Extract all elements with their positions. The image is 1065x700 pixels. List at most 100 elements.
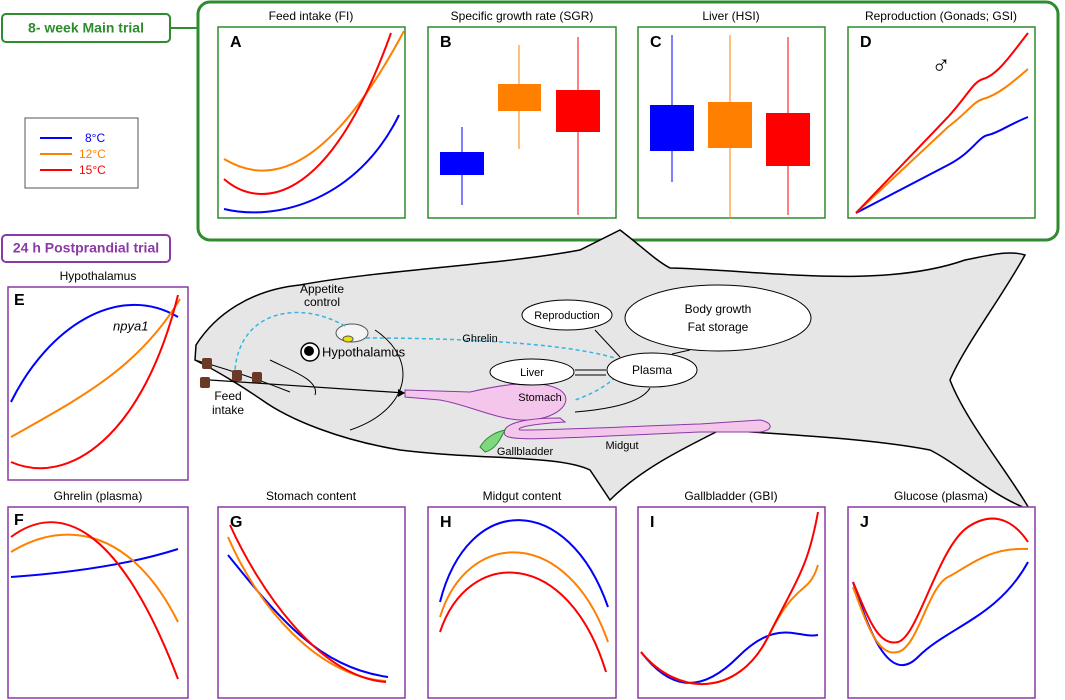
panel-title: Ghrelin (plasma) — [54, 489, 143, 503]
curve — [223, 114, 400, 214]
panel-letter: A — [230, 34, 242, 51]
gill-line — [349, 329, 404, 431]
panel-frame — [217, 26, 406, 219]
fish-label: Stomach — [518, 392, 561, 404]
panel: H — [427, 506, 617, 699]
pupil — [304, 346, 314, 356]
postprandial-label-box — [1, 234, 171, 263]
dashed-arrow — [574, 371, 621, 401]
panel-title: Glucose (plasma) — [894, 489, 988, 503]
fish-label: Body growth — [685, 302, 752, 316]
reproduction-oval — [521, 299, 613, 331]
curve — [229, 524, 387, 683]
body-growth-oval — [624, 284, 812, 352]
panel-title: Specific growth rate (SGR) — [451, 9, 594, 23]
panel: A — [217, 26, 406, 219]
panel-frame — [7, 286, 189, 481]
panel-frame — [847, 506, 1036, 699]
section-label: 24 h Postprandial trial — [13, 240, 159, 256]
arrow — [594, 329, 621, 358]
panel: G — [217, 506, 406, 699]
panel-title: Feed intake (FI) — [269, 9, 354, 23]
hypothalamus-icon — [342, 335, 354, 343]
fish-label: Liver — [520, 367, 544, 379]
panel-frame — [217, 506, 406, 699]
dashed-arrow — [234, 311, 346, 371]
curve — [852, 547, 1029, 654]
panel-letter: E — [14, 292, 25, 309]
panel: D ♂ — [847, 26, 1036, 219]
panel-letter: F — [14, 512, 24, 529]
curve — [855, 116, 1029, 214]
panel-frame — [427, 506, 617, 699]
section-label: 8- week Main trial — [28, 20, 144, 36]
panel-title: Gallbladder (GBI) — [684, 489, 777, 503]
curve — [223, 32, 392, 195]
legend-label: 12°C — [79, 147, 106, 161]
liver-oval — [489, 358, 575, 386]
gene-label: npya1 — [113, 318, 148, 333]
jaw-line — [269, 359, 316, 396]
curve — [855, 32, 1029, 214]
curve — [10, 303, 179, 403]
panel-letter: I — [650, 514, 654, 531]
curve — [439, 551, 609, 643]
panel-letter: H — [440, 514, 452, 531]
legend-label: 15°C — [79, 163, 106, 177]
curve — [439, 519, 609, 608]
panel-title: Midgut content — [483, 489, 562, 503]
panel-frame — [7, 506, 189, 699]
curve — [227, 554, 389, 678]
panel-letter: C — [650, 34, 662, 51]
dashed-arrow — [365, 337, 616, 359]
curve — [439, 571, 607, 673]
panel-title: Stomach content — [266, 489, 357, 503]
curve — [223, 30, 405, 172]
arrowhead — [398, 389, 405, 397]
pellet — [200, 377, 210, 388]
fish-label: Plasma — [632, 363, 672, 377]
midgut — [503, 417, 771, 440]
pellet — [202, 358, 212, 369]
curve — [852, 517, 1029, 644]
panel-title: Liver (HSI) — [702, 9, 759, 23]
curve — [10, 548, 179, 578]
panel-letter: D — [860, 34, 872, 51]
panel: B — [427, 26, 617, 219]
gallbladder — [479, 429, 506, 453]
male-symbol: ♂ — [931, 50, 951, 80]
pellet — [252, 372, 262, 383]
panel: I — [637, 506, 826, 699]
fish-label: Gallbladder — [497, 446, 554, 458]
pellet — [232, 370, 242, 381]
stomach — [404, 383, 567, 421]
fish-label: Midgut — [605, 440, 638, 452]
box — [766, 113, 810, 166]
curve — [10, 294, 179, 470]
panel-letter: B — [440, 34, 452, 51]
fish-label: Feed — [214, 389, 241, 403]
panel: C — [637, 26, 826, 219]
panel-title: Hypothalamus — [60, 269, 137, 283]
curve — [855, 68, 1029, 214]
panel-letter: J — [860, 514, 869, 531]
panel: F — [7, 506, 189, 699]
fish-label: Fat storage — [688, 320, 749, 334]
panel: J — [847, 506, 1036, 699]
legend-label: 8°C — [85, 131, 105, 145]
curve — [10, 298, 181, 438]
fish-label: Hypothalamus — [322, 344, 406, 359]
arrow — [209, 379, 406, 394]
fish-label: Ghrelin — [462, 333, 497, 345]
curve — [640, 631, 819, 684]
box — [498, 84, 541, 111]
curve — [640, 511, 819, 685]
fish-label: Appetite — [300, 282, 344, 296]
arrow — [671, 349, 691, 355]
panel-letter: G — [230, 514, 242, 531]
arrow — [574, 387, 651, 413]
curve — [10, 521, 179, 680]
box — [556, 90, 600, 132]
fish-label: Reproduction — [534, 310, 599, 322]
